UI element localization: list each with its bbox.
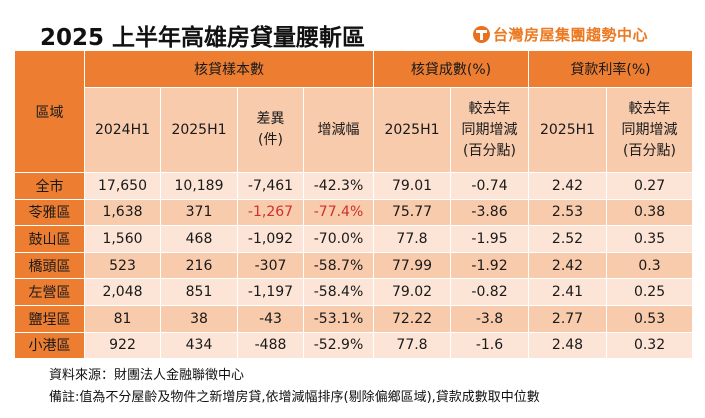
data-cell: -1,092 [237, 225, 304, 253]
data-cell: 434 [160, 331, 238, 360]
data-cell: -1,267 [237, 198, 304, 227]
data-cell: 1,560 [84, 225, 161, 253]
subheader-cell: 較去年 同期增減 (百分點) [449, 87, 530, 173]
data-cell: -70.0% [303, 225, 374, 253]
data-cell: 10,189 [160, 172, 238, 200]
region-cell: 鹽埕區 [14, 304, 85, 333]
data-cell: 2.42 [528, 172, 608, 200]
data-cell: 371 [160, 198, 238, 227]
data-cell: 0.25 [606, 278, 694, 306]
data-cell: -1.6 [449, 331, 530, 360]
region-cell: 全市 [14, 172, 85, 200]
data-cell: 0.35 [606, 225, 694, 253]
data-cell: 38 [160, 304, 238, 333]
data-cell: 0.38 [606, 198, 694, 227]
data-cell: 2.48 [528, 331, 608, 360]
logo-text: 台灣房屋集團趨勢中心 [493, 26, 649, 44]
table-row: 全市 17,650 10,189 -7,461 -42.3% 79.01 -0.74 2.42… [14, 172, 694, 200]
data-cell: 0.3 [606, 251, 694, 280]
header-region: 區域 [14, 50, 85, 173]
header-group-rate: 貸款利率(%) [528, 50, 694, 88]
logo: 台灣房屋集團趨勢中心 [473, 24, 648, 45]
data-cell: -1.92 [449, 251, 530, 280]
subheader-cell: 增減幅 [303, 87, 374, 173]
table-row: 左營區 2,048 851 -1,197 -58.4% 79.02 -0.82 2.41 0.2… [14, 278, 694, 306]
data-cell: -43 [237, 304, 304, 333]
source-note: 資料來源：財團法人金融聯徵中心 [49, 368, 245, 383]
data-cell: 851 [160, 278, 238, 306]
data-cell: 0.27 [606, 172, 694, 200]
subheader-cell: 2025H1 [528, 87, 608, 173]
region-cell: 小港區 [14, 331, 85, 360]
region-cell: 左營區 [14, 278, 85, 306]
data-cell: -307 [237, 251, 304, 280]
data-cell: 77.8 [373, 225, 451, 253]
data-cell: -3.8 [449, 304, 530, 333]
mortgage-table: 區域 核貸樣本數 核貸成數(%) 貸款利率(%) 2024H1 2025H1 差異 … [14, 50, 694, 360]
data-cell: -42.3% [303, 172, 374, 200]
data-cell: 77.99 [373, 251, 451, 280]
data-cell: 1,638 [84, 198, 161, 227]
data-cell: -7,461 [237, 172, 304, 200]
region-cell: 鼓山區 [14, 225, 85, 253]
table-row: 鹽埕區 81 38 -43 -53.1% 72.22 -3.8 2.77 0.53 [14, 304, 694, 333]
table-row: 鼓山區 1,560 468 -1,092 -70.0% 77.8 -1.95 2.52 0.35 [14, 225, 694, 253]
data-cell: 2.42 [528, 251, 608, 280]
subheader-cell: 較去年 同期增減 (百分點) [606, 87, 694, 173]
data-cell: -1.95 [449, 225, 530, 253]
data-cell: 2.53 [528, 198, 608, 227]
page-title: 2025 上半年高雄房貸量腰斬區 [40, 25, 366, 51]
table-row: 橋頭區 523 216 -307 -58.7% 77.99 -1.92 2.42 0.3 [14, 251, 694, 280]
data-cell: -53.1% [303, 304, 374, 333]
data-cell: -52.9% [303, 331, 374, 360]
subheader-cell: 2025H1 [373, 87, 451, 173]
data-cell: -1,197 [237, 278, 304, 306]
data-cell: 2.52 [528, 225, 608, 253]
data-cell: 81 [84, 304, 161, 333]
data-cell: -3.86 [449, 198, 530, 227]
data-cell: 77.8 [373, 331, 451, 360]
data-cell: 79.02 [373, 278, 451, 306]
subheader-cell: 差異 (件) [237, 87, 304, 173]
data-cell: 468 [160, 225, 238, 253]
data-cell: -58.4% [303, 278, 374, 306]
data-cell: 17,650 [84, 172, 161, 200]
data-cell: -58.7% [303, 251, 374, 280]
data-cell: -77.4% [303, 198, 374, 227]
header-group-ltv: 核貸成數(%) [372, 50, 530, 88]
data-cell: 216 [160, 251, 238, 280]
header-group-samples: 核貸樣本數 [84, 50, 374, 88]
table-row: 小港區 922 434 -488 -52.9% 77.8 -1.6 2.48 0.32 [14, 331, 694, 360]
data-cell: 79.01 [373, 172, 451, 200]
data-cell: 523 [84, 251, 161, 280]
region-cell: 橋頭區 [14, 251, 85, 280]
data-cell: 922 [84, 331, 161, 360]
data-cell: 75.77 [373, 198, 451, 227]
data-cell: 0.32 [606, 331, 694, 360]
data-cell: -488 [237, 331, 304, 360]
data-cell: -0.74 [449, 172, 530, 200]
logo-icon [473, 26, 490, 43]
table-row: 苓雅區 1,638 371 -1,267 -77.4% 75.77 -3.86 2.53 0.3… [14, 198, 694, 227]
subheader-cell: 2024H1 [84, 87, 161, 173]
data-cell: 2,048 [84, 278, 161, 306]
data-cell: 72.22 [373, 304, 451, 333]
data-cell: -0.82 [449, 278, 530, 306]
remark-note: 備註:值為不分屋齡及物件之新增房貸,依增減幅排序(剔除偏鄉區域),貸款成數取中位… [49, 390, 540, 405]
data-cell: 0.53 [606, 304, 694, 333]
data-cell: 2.77 [528, 304, 608, 333]
region-cell: 苓雅區 [14, 198, 85, 227]
data-cell: 2.41 [528, 278, 608, 306]
subheader-cell: 2025H1 [160, 87, 238, 173]
